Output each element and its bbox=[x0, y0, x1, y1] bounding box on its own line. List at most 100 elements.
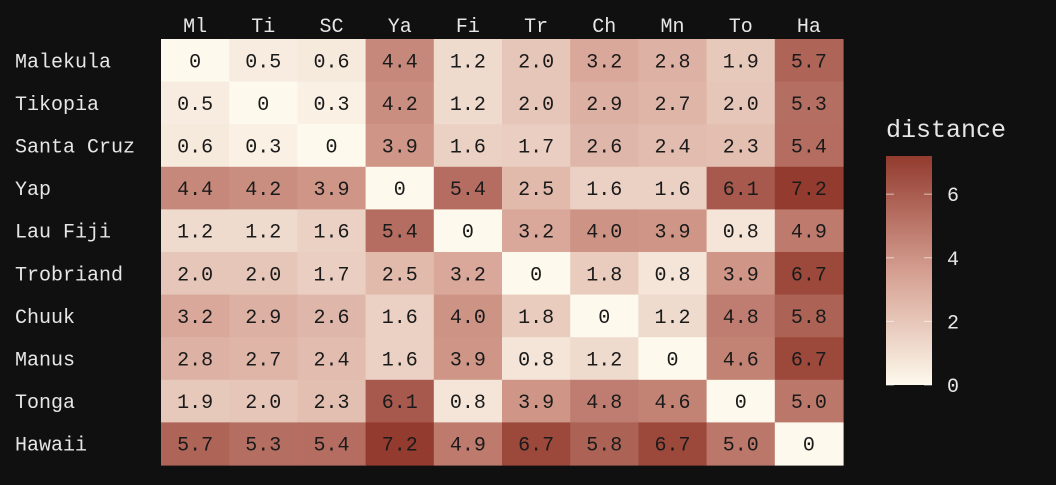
cell-value-label: 5.8 bbox=[791, 307, 827, 330]
cell-value-label: 0.6 bbox=[177, 137, 213, 160]
heatmap-cell bbox=[502, 422, 571, 466]
heatmap-cell bbox=[570, 209, 639, 253]
heatmap-cell bbox=[229, 124, 298, 168]
cell-value-label: 2.0 bbox=[245, 392, 281, 415]
colorbar-tick-label: 6 bbox=[947, 185, 959, 208]
cell-value-label: 4.0 bbox=[586, 222, 622, 245]
heatmap-cell bbox=[638, 422, 708, 466]
cell-value-label: 5.3 bbox=[791, 94, 827, 117]
cell-value-label: 7.2 bbox=[382, 435, 418, 458]
heatmap-cell bbox=[706, 422, 776, 466]
cell-value-label: 0 bbox=[803, 435, 815, 458]
cell-value-label: 1.8 bbox=[518, 307, 554, 330]
colorbar-gradient bbox=[886, 156, 932, 385]
heatmap-cell bbox=[365, 337, 435, 381]
heatmap-cell bbox=[706, 166, 776, 210]
cell-value-label: 5.0 bbox=[723, 435, 759, 458]
cell-value-label: 2.0 bbox=[518, 94, 554, 117]
heatmap-cell bbox=[638, 39, 708, 83]
heatmap-cell bbox=[570, 337, 639, 381]
heatmap-cell bbox=[638, 294, 708, 338]
heatmap-cell bbox=[502, 124, 571, 168]
cell-value-label: 0.5 bbox=[245, 51, 281, 74]
cell-value-label: 5.4 bbox=[382, 222, 418, 245]
cell-value-label: 3.9 bbox=[518, 392, 554, 415]
cell-value-label: 2.6 bbox=[313, 307, 349, 330]
cell-value-label: 2.5 bbox=[518, 179, 554, 202]
cell-value-label: 0 bbox=[462, 222, 474, 245]
heatmap-cell bbox=[365, 252, 435, 296]
heatmap-cell bbox=[297, 39, 367, 83]
heatmap-cell bbox=[638, 209, 708, 253]
heatmap-cell bbox=[297, 379, 367, 423]
cell-value-label: 3.2 bbox=[586, 51, 622, 74]
cell-value-label: 5.4 bbox=[791, 137, 827, 160]
heatmap-cell bbox=[433, 209, 503, 253]
heatmap-cell bbox=[297, 252, 367, 296]
column-label: Ti bbox=[251, 16, 275, 39]
heatmap-cell bbox=[706, 294, 776, 338]
heatmap-cell bbox=[161, 124, 230, 168]
heatmap-cell bbox=[161, 379, 230, 423]
heatmap-cell bbox=[774, 294, 844, 338]
column-label: Fi bbox=[456, 16, 480, 39]
heatmap-cell bbox=[297, 209, 367, 253]
cell-value-label: 5.7 bbox=[177, 435, 213, 458]
cell-value-label: 5.4 bbox=[450, 179, 486, 202]
heatmap-cell bbox=[502, 81, 571, 125]
heatmap-cell bbox=[365, 294, 435, 338]
heatmap-cell bbox=[774, 252, 844, 296]
cell-value-label: 5.3 bbox=[245, 435, 281, 458]
cell-value-label: 3.2 bbox=[177, 307, 213, 330]
cell-value-label: 0.5 bbox=[177, 94, 213, 117]
cell-value-label: 3.2 bbox=[450, 264, 486, 287]
cell-value-label: 2.0 bbox=[723, 94, 759, 117]
heatmap-cell bbox=[638, 81, 708, 125]
cell-value-label: 4.8 bbox=[586, 392, 622, 415]
cell-value-label: 1.6 bbox=[313, 222, 349, 245]
column-labels: Ml Ti SC Ya Fi Tr Ch Mn To Ha bbox=[183, 16, 821, 39]
cell-value-label: 5.4 bbox=[313, 435, 349, 458]
heatmap-cell bbox=[638, 337, 708, 381]
cell-value-label: 1.7 bbox=[518, 137, 554, 160]
column-label: Tr bbox=[524, 16, 548, 39]
heatmap-cell bbox=[638, 252, 708, 296]
colorbar: distance 0 2 4 6 bbox=[886, 116, 1006, 399]
column-label: SC bbox=[319, 16, 343, 39]
heatmap-cell bbox=[161, 252, 230, 296]
cell-value-label: 0 bbox=[325, 137, 337, 160]
heatmap-cell bbox=[433, 337, 503, 381]
colorbar-tick-label: 0 bbox=[947, 376, 959, 399]
heatmap-cell bbox=[570, 252, 639, 296]
cell-value-label: 0.8 bbox=[723, 222, 759, 245]
heatmap-cell bbox=[570, 39, 639, 83]
heatmap-cell bbox=[297, 337, 367, 381]
heatmap-cell bbox=[706, 252, 776, 296]
cell-value-label: 3.9 bbox=[313, 179, 349, 202]
row-labels: Malekula Tikopia Santa Cruz Yap Lau Fiji Trob… bbox=[15, 51, 135, 457]
cell-value-label: 0 bbox=[666, 350, 678, 373]
cell-value-label: 1.6 bbox=[382, 307, 418, 330]
cell-value-label: 0.6 bbox=[313, 51, 349, 74]
heatmap-cell bbox=[365, 209, 435, 253]
heatmap-cell bbox=[502, 379, 571, 423]
heatmap-cell bbox=[365, 81, 435, 125]
heatmap-cell bbox=[570, 166, 639, 210]
heatmap-cell bbox=[365, 379, 435, 423]
heatmap-cell bbox=[365, 422, 435, 466]
cell-value-label: 4.2 bbox=[382, 94, 418, 117]
column-label: Ya bbox=[388, 16, 412, 39]
heatmap-cell bbox=[365, 124, 435, 168]
heatmap-cell bbox=[638, 166, 708, 210]
heatmap-cell bbox=[570, 294, 639, 338]
heatmap-cell bbox=[774, 422, 844, 466]
heatmap-cell bbox=[365, 39, 435, 83]
heatmap-cell bbox=[161, 337, 230, 381]
heatmap-cell bbox=[706, 124, 776, 168]
heatmap-cell bbox=[774, 81, 844, 125]
cell-value-label: 2.9 bbox=[245, 307, 281, 330]
row-label: Santa Cruz bbox=[15, 137, 135, 160]
heatmap-cell bbox=[229, 379, 298, 423]
row-label: Yap bbox=[15, 179, 51, 202]
cell-value-label: 1.6 bbox=[654, 179, 690, 202]
